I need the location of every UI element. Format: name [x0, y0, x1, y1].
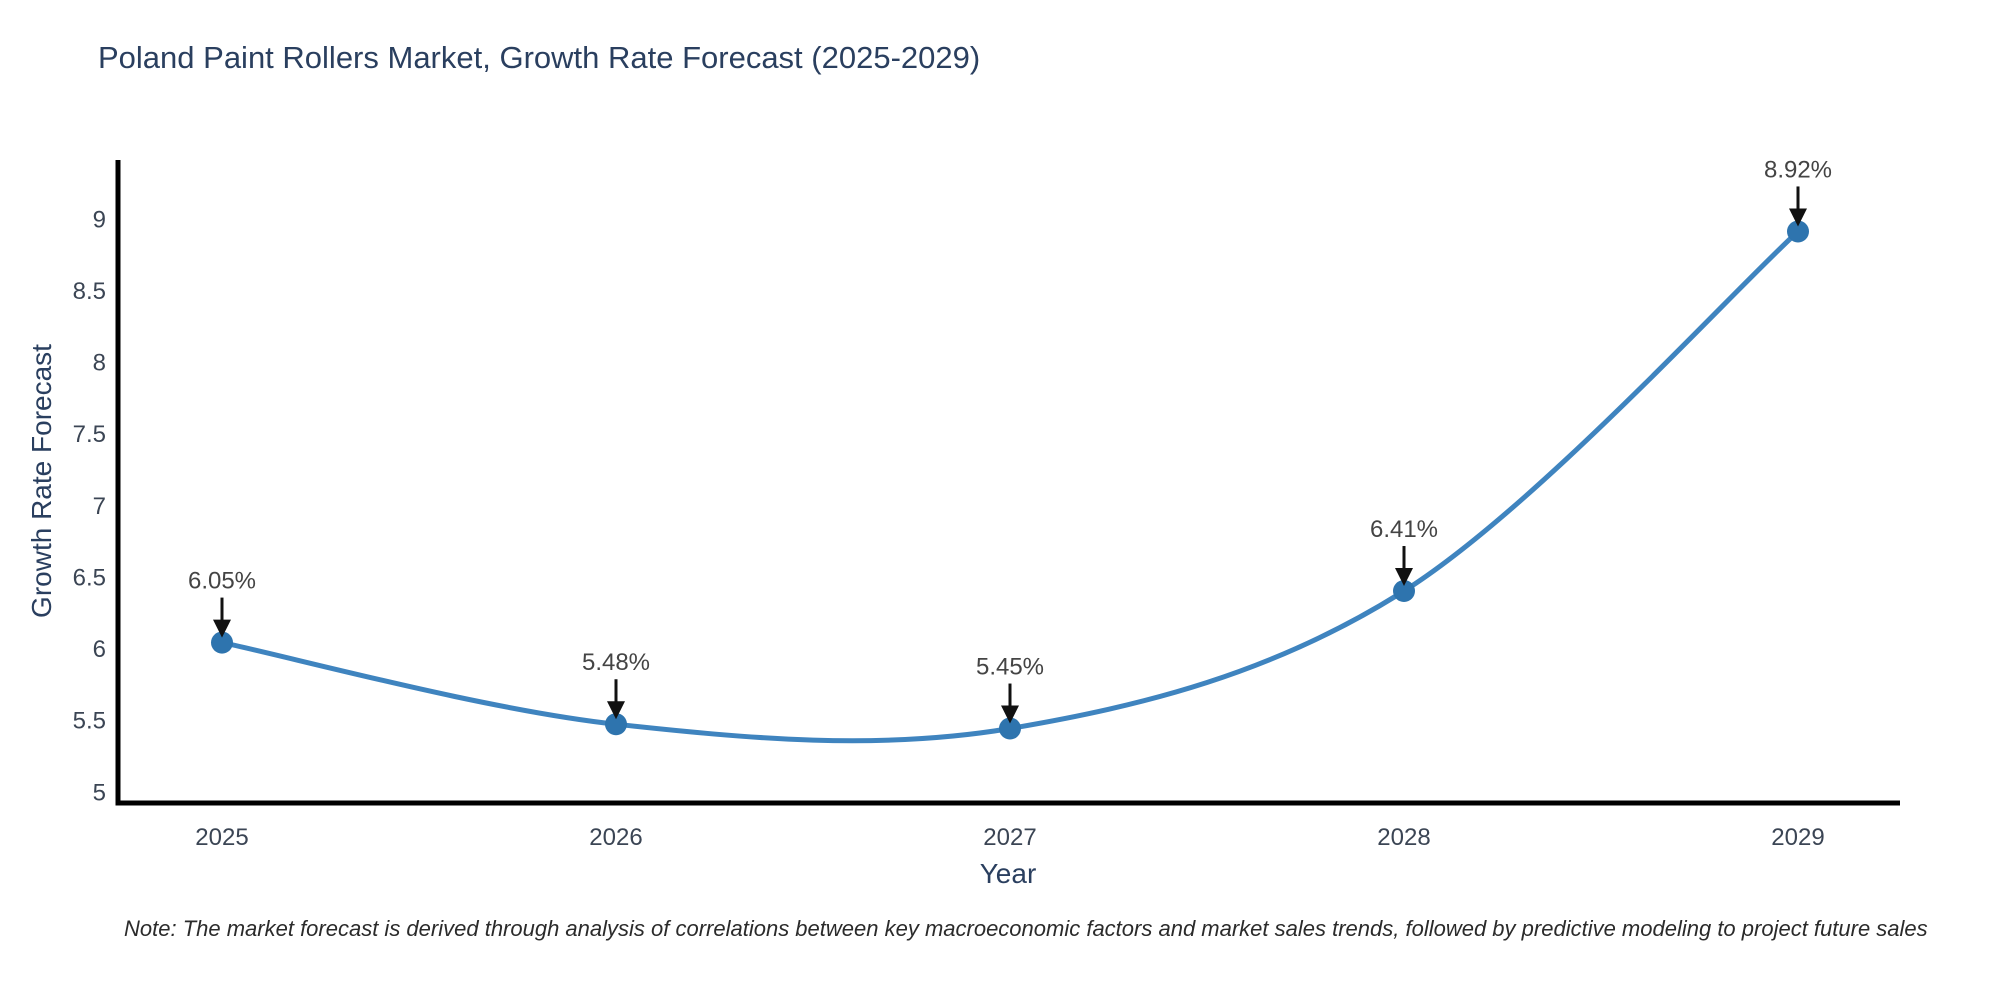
data-point-marker[interactable] — [1393, 580, 1415, 602]
x-axis-title: Year — [979, 858, 1037, 889]
y-tick-label: 6.5 — [73, 564, 106, 591]
data-series — [211, 220, 1809, 744]
y-tick-label: 9 — [93, 206, 106, 233]
data-point-marker[interactable] — [211, 631, 233, 654]
x-tick-label: 2027 — [983, 824, 1036, 851]
x-tick-label: 2025 — [195, 824, 248, 851]
annotation-arrowhead-icon — [1789, 208, 1807, 227]
data-point-marker[interactable] — [1787, 220, 1809, 243]
y-tick-labels: 5 5.5 6 6.5 7 7.5 8 8.5 9 — [73, 206, 106, 806]
data-point-marker[interactable] — [605, 713, 627, 736]
x-tick-label: 2028 — [1377, 824, 1430, 851]
footnote: Note: The market forecast is derived thr… — [124, 916, 1928, 941]
data-point-value-label: 6.41% — [1370, 516, 1438, 543]
annotation-arrowhead-icon — [1001, 705, 1019, 724]
y-tick-label: 8 — [93, 350, 106, 377]
annotation-arrowhead-icon — [213, 619, 231, 638]
x-tick-labels: 2025 2026 2027 2028 2029 — [195, 824, 1824, 851]
data-point-marker[interactable] — [999, 717, 1021, 740]
data-point-value-label: 5.48% — [582, 649, 650, 676]
data-point-value-label: 5.45% — [976, 654, 1044, 681]
chart-title: Poland Paint Rollers Market, Growth Rate… — [98, 40, 981, 75]
growth-rate-line — [219, 229, 1801, 744]
y-tick-label: 7.5 — [73, 421, 106, 448]
y-tick-label: 5 — [93, 779, 106, 806]
y-tick-label: 8.5 — [73, 278, 106, 305]
y-tick-label: 7 — [93, 493, 106, 520]
x-tick-label: 2026 — [589, 824, 642, 851]
annotation-arrowhead-icon — [607, 701, 625, 720]
y-tick-label: 6 — [93, 636, 106, 663]
y-tick-label: 5.5 — [73, 708, 106, 735]
x-tick-label: 2029 — [1771, 824, 1824, 851]
data-point-value-label: 6.05% — [188, 568, 256, 595]
point-annotations: 6.05% 5.48% 5.45% 6.41% 8.92% — [188, 156, 1832, 724]
annotation-arrowhead-icon — [1395, 568, 1413, 587]
data-point-value-label: 8.92% — [1764, 156, 1832, 183]
